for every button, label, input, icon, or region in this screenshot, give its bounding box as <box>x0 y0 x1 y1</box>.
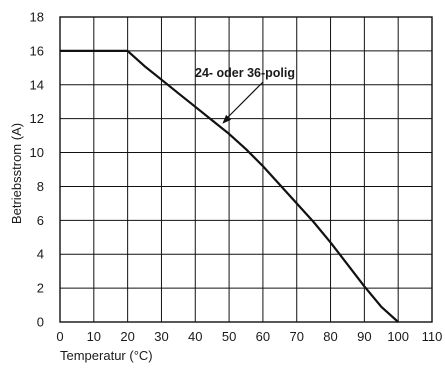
plot-frame <box>59 16 433 323</box>
x-tick-label: 20 <box>120 329 134 344</box>
x-tick-label: 80 <box>323 329 337 344</box>
y-axis-label: Betriebsstrom (A) <box>9 123 24 224</box>
x-tick-label: 10 <box>87 329 101 344</box>
x-tick-labels: 0 10 20 30 40 50 60 70 80 90 100 110 <box>56 329 442 344</box>
y-tick-label: 18 <box>30 10 44 25</box>
x-tick-label: 0 <box>56 329 63 344</box>
annotation: 24- oder 36-polig <box>195 66 295 124</box>
y-tick-label: 6 <box>37 213 44 228</box>
annotation-arrowhead <box>222 114 232 124</box>
x-axis-label: Temperatur (°C) <box>60 348 153 363</box>
series-line <box>60 49 399 323</box>
x-tick-label: 110 <box>422 329 443 344</box>
x-tick-label: 50 <box>222 329 236 344</box>
y-tick-label: 16 <box>30 43 44 58</box>
y-tick-label: 12 <box>30 111 44 126</box>
y-tick-labels: 0 2 4 6 8 10 12 14 16 18 <box>30 10 44 330</box>
annotation-arrow-line <box>225 81 264 120</box>
x-tick-label: 90 <box>357 329 371 344</box>
y-tick-label: 8 <box>37 179 44 194</box>
y-tick-label: 10 <box>30 145 44 160</box>
y-tick-label: 14 <box>30 77 44 92</box>
x-tick-label: 100 <box>387 329 409 344</box>
y-tick-label: 0 <box>37 315 44 330</box>
x-tick-label: 40 <box>188 329 202 344</box>
x-tick-label: 30 <box>154 329 168 344</box>
annotation-label: 24- oder 36-polig <box>195 66 295 80</box>
x-tick-label: 70 <box>289 329 303 344</box>
y-tick-label: 2 <box>37 281 44 296</box>
x-tick-label: 60 <box>256 329 270 344</box>
y-tick-label: 4 <box>37 247 44 262</box>
grid-lines <box>60 17 432 322</box>
